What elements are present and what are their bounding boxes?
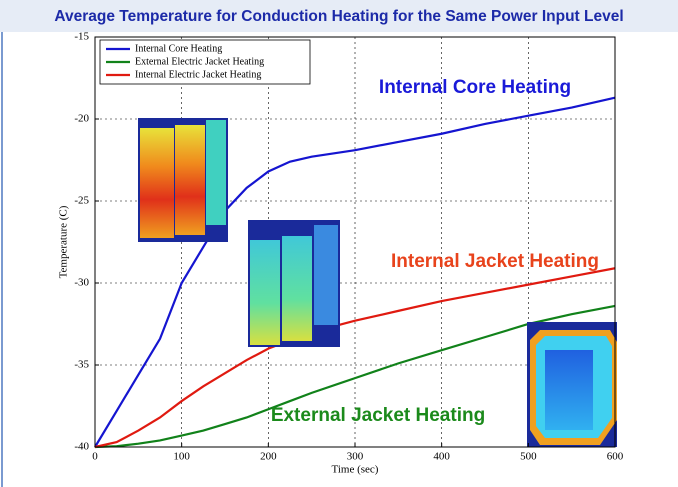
- y-tick-label: -30: [74, 277, 89, 289]
- x-tick-label: 600: [607, 451, 624, 463]
- inset-external-jacket: [527, 322, 617, 447]
- inset-block: [314, 225, 338, 325]
- inset-block: [140, 128, 174, 238]
- inset-block: [206, 120, 226, 225]
- y-tick-label: -40: [74, 441, 89, 453]
- plot-frame: -40 -35 -30 -25 -20 -15 0 100 200 300 400 500 600: [74, 31, 623, 463]
- inset-block: [175, 125, 205, 235]
- plot-border: [94, 36, 616, 448]
- legend-box: [99, 39, 311, 85]
- chart-title: Average Temperature for Conduction Heati…: [54, 8, 623, 25]
- series-line: [94, 304, 616, 449]
- annotation: Internal Core Heating: [379, 77, 571, 98]
- legend-label: Internal Electric Jacket Heating: [135, 69, 261, 80]
- inset-block: [282, 236, 312, 341]
- inset-internal-jacket: [248, 220, 340, 347]
- y-tick-label: -15: [74, 31, 89, 43]
- annotation: External Jacket Heating: [271, 405, 485, 426]
- annotation: Internal Jacket Heating: [391, 251, 599, 272]
- title-band: [0, 0, 678, 32]
- x-tick-label: 400: [433, 451, 450, 463]
- series-line: [94, 96, 616, 448]
- x-tick-label: 500: [520, 451, 537, 463]
- x-tick-label: 100: [173, 451, 190, 463]
- inset-block: [545, 350, 593, 430]
- legend-label: External Electric Jacket Heating: [135, 56, 264, 67]
- y-tick-label: -35: [74, 359, 89, 371]
- legend: Internal Core Heating External Electric J…: [99, 39, 311, 85]
- x-tick-label: 200: [260, 451, 277, 463]
- inset-block: [250, 240, 280, 345]
- y-tick-label: -20: [74, 113, 89, 125]
- y-tick-label: -25: [74, 195, 89, 207]
- annotations: Internal Core Heating Internal Jacket Hea…: [271, 77, 599, 426]
- x-axis-label: Time (sec): [332, 464, 379, 476]
- legend-label: Internal Core Heating: [135, 43, 222, 54]
- y-axis-label: Temperature (C): [58, 205, 70, 278]
- x-tick-label: 0: [92, 451, 98, 463]
- inset-core: [138, 118, 228, 242]
- x-tick-label: 300: [347, 451, 364, 463]
